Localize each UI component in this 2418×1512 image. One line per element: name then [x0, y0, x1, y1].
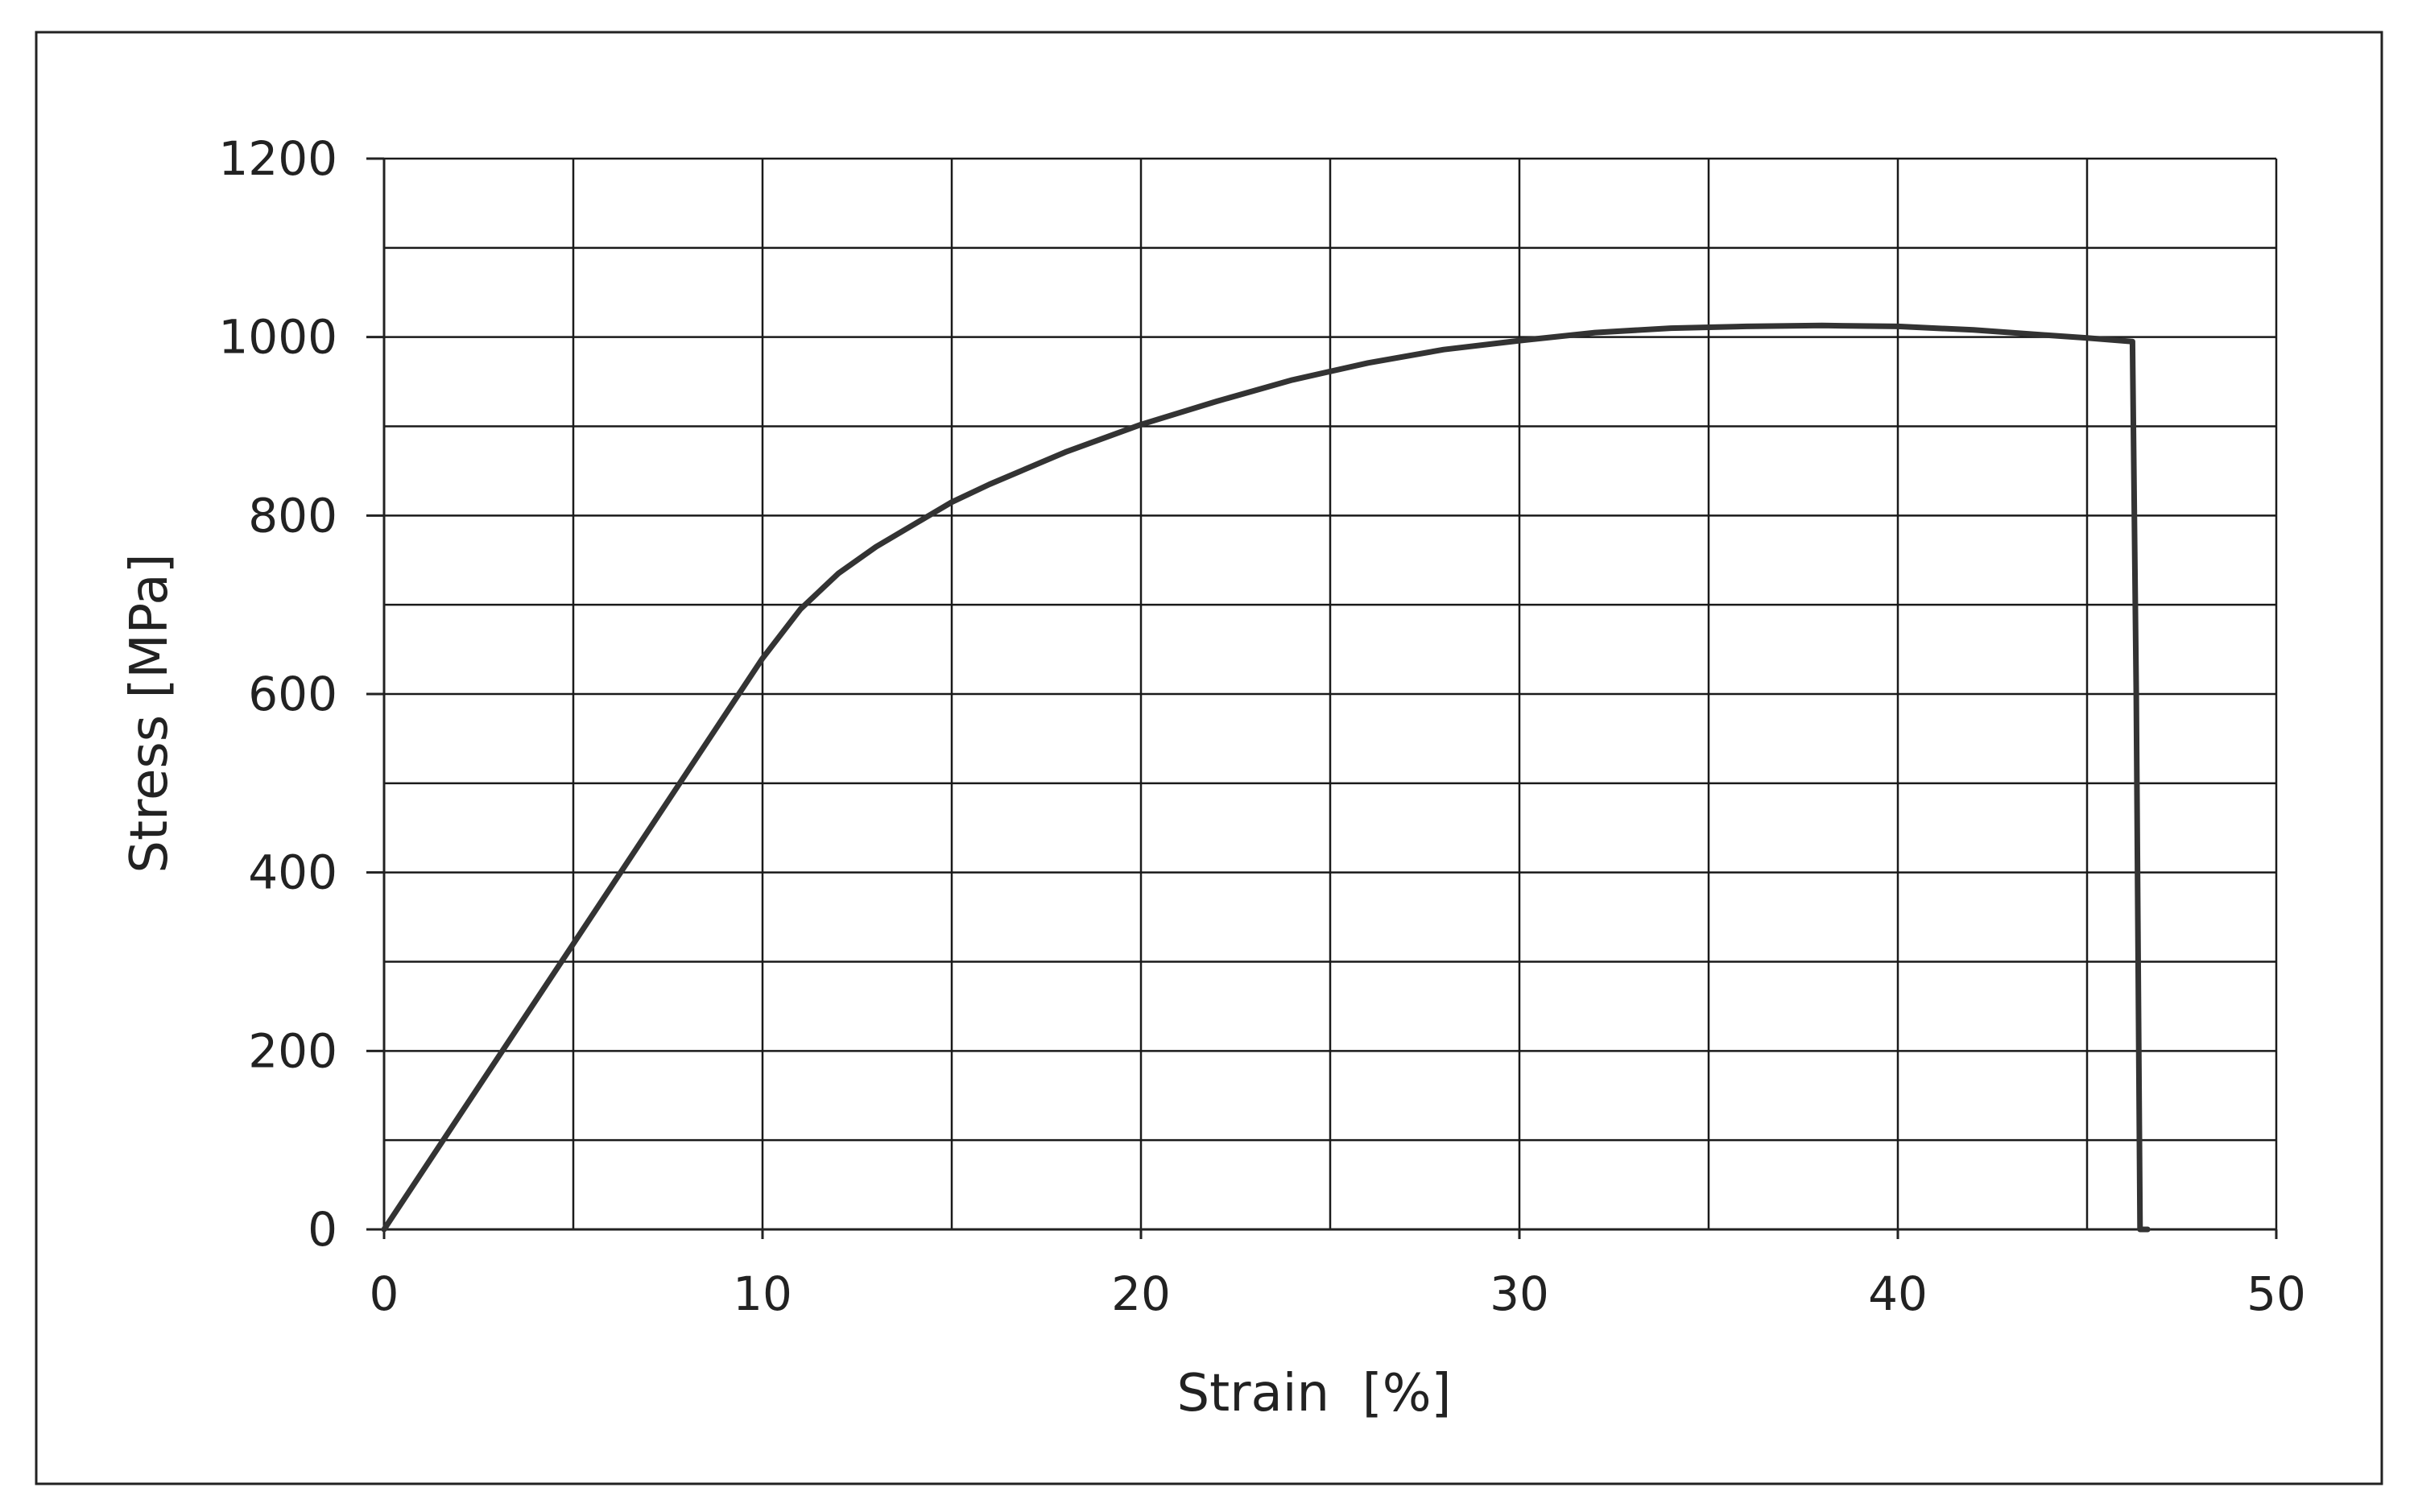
y-tick-label: 1200 [218, 131, 337, 186]
x-tick-label: 20 [1111, 1266, 1171, 1321]
chart-outer-frame [35, 31, 2383, 1485]
x-tick-label: 30 [1490, 1266, 1549, 1321]
y-tick-label: 600 [248, 667, 337, 721]
x-tick-label: 0 [370, 1266, 399, 1321]
y-tick-label: 1000 [218, 310, 337, 365]
y-tick-label: 800 [248, 488, 337, 543]
stress-strain-line [381, 322, 2151, 1233]
x-tick-label: 40 [1868, 1266, 1928, 1321]
y-axis-label: Stress [MPa] [120, 553, 180, 873]
y-tick-label: 0 [308, 1202, 337, 1257]
x-axis-label: Strain [%] [1176, 1364, 1451, 1423]
series-layer [381, 322, 2151, 1233]
axes [366, 157, 2278, 1239]
y-tick-label: 200 [248, 1023, 337, 1078]
x-tick-label: 50 [2246, 1266, 2306, 1321]
y-tick-label: 400 [248, 845, 337, 900]
tick-labels: 0 200 400 600 800 1000 1200 0 10 20 30 40 50 [218, 131, 2306, 1321]
x-tick-label: 10 [733, 1266, 792, 1321]
